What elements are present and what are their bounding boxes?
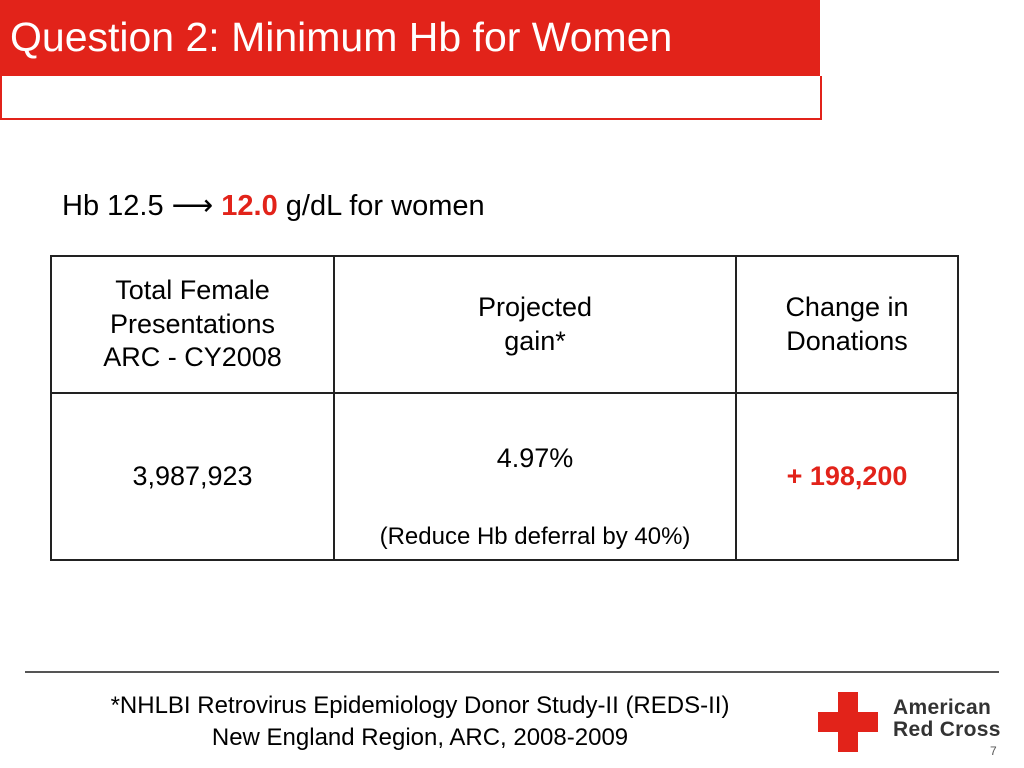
footnote-line-1: *NHLBI Retrovirus Epidemiology Donor Stu… (110, 692, 730, 719)
header-total-female: Total Female Presentations ARC - CY2008 (50, 255, 335, 394)
header-line: ARC - CY2008 (103, 342, 282, 373)
logo-line-1: American (893, 696, 992, 719)
headline: Hb 12.5 ⟶ 12.0 g/dL for women (62, 188, 485, 223)
table-header-row: Total Female Presentations ARC - CY2008 … (50, 255, 959, 394)
logo-line-2: Red Cross (893, 718, 1001, 742)
header-change-in-donations: Change in Donations (735, 255, 959, 394)
header-line: Donations (786, 325, 908, 356)
gain-note: (Reduce Hb deferral by 40%) (379, 523, 691, 550)
header-line: gain* (504, 325, 566, 356)
cell-change: + 198,200 (735, 392, 959, 561)
gain-percent: 4.97% (496, 443, 574, 473)
footnote-line-2: New England Region, ARC, 2008-2009 (211, 724, 629, 752)
header-line: Total Female (115, 274, 270, 305)
slide-number: 7 (990, 744, 997, 758)
arrow-icon: ⟶ (171, 190, 214, 222)
footer-divider (25, 671, 999, 673)
cell-total: 3,987,923 (50, 392, 335, 561)
logo-text: American Red Cross (893, 696, 1001, 742)
cell-projected-gain: 4.97% (Reduce Hb deferral by 40%) (333, 392, 737, 561)
header-line: Projected (477, 291, 593, 322)
subtitle-box (0, 76, 822, 120)
title-bar: Question 2: Minimum Hb for Women (0, 0, 820, 76)
header-line: Presentations (109, 308, 276, 339)
table-row: 3,987,923 4.97% (Reduce Hb deferral by 4… (50, 392, 959, 561)
red-cross-icon (818, 692, 878, 752)
headline-suffix: g/dL for women (285, 190, 485, 222)
header-line: Change in (785, 291, 909, 322)
footnote: *NHLBI Retrovirus Epidemiology Donor Stu… (20, 690, 820, 755)
header-projected-gain: Projected gain* (333, 255, 737, 394)
headline-new-value: 12.0 (221, 190, 278, 222)
slide-title: Question 2: Minimum Hb for Women (10, 14, 673, 60)
donations-table: Total Female Presentations ARC - CY2008 … (50, 255, 959, 561)
headline-prefix: Hb 12.5 (62, 190, 164, 222)
